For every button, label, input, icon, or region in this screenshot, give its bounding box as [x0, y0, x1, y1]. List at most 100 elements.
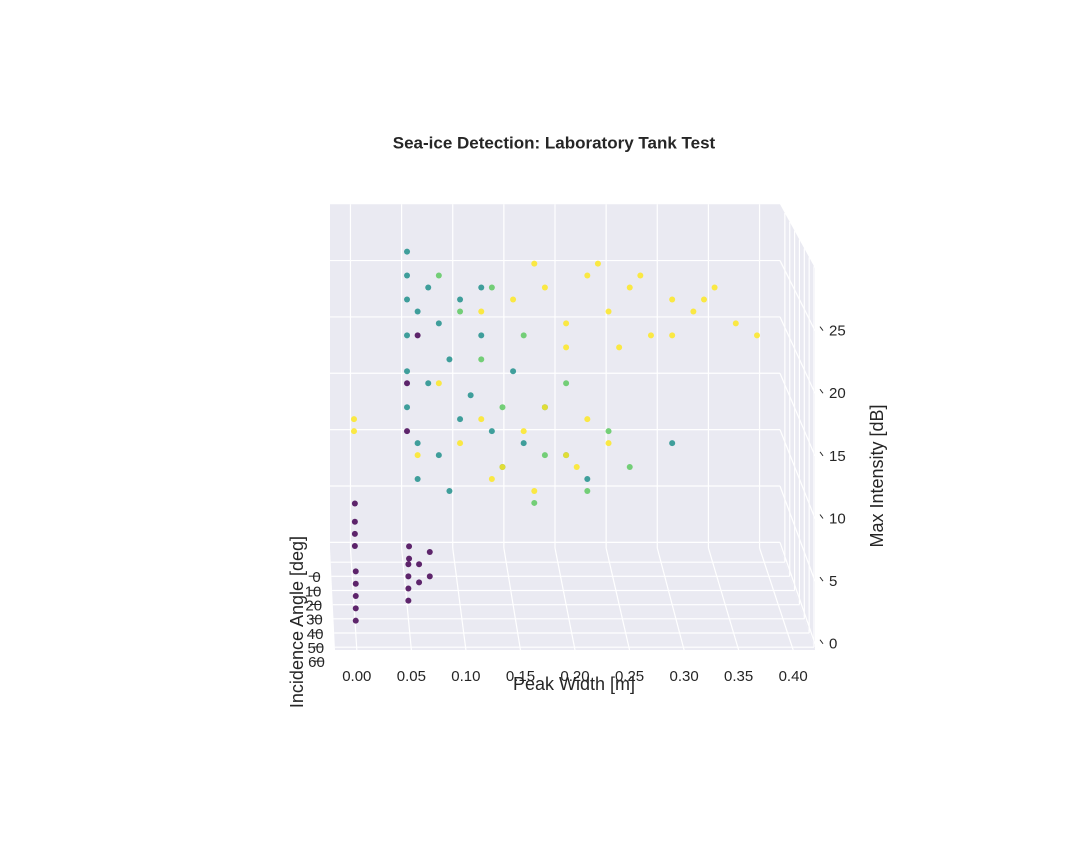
x-tick-label: 0.10: [451, 668, 480, 685]
point: [669, 332, 676, 339]
point: [467, 392, 474, 399]
point: [414, 440, 421, 447]
point: [416, 561, 423, 568]
point: [446, 487, 453, 494]
point: [404, 272, 411, 279]
y-tick-label: 50: [307, 640, 324, 657]
point: [414, 332, 421, 339]
point: [626, 284, 633, 291]
x-tick-label: 0.25: [615, 668, 644, 685]
point: [404, 428, 411, 435]
y-axis-title: Incidence Angle [deg]: [287, 536, 307, 708]
y-tick-label: 20: [305, 597, 322, 614]
point: [499, 464, 506, 471]
point: [404, 404, 411, 411]
z-tick-label: 5: [829, 573, 837, 590]
x-tick-label: 0.15: [506, 668, 535, 685]
point: [637, 272, 644, 279]
point: [478, 416, 485, 423]
x-tick-label: 0.20: [560, 668, 589, 685]
point: [414, 308, 421, 315]
point: [405, 561, 412, 568]
point: [510, 368, 517, 375]
point: [605, 308, 612, 315]
point: [404, 368, 411, 375]
point: [404, 332, 411, 339]
z-tick-mark: [819, 576, 824, 582]
y-tick-label: 60: [308, 654, 325, 671]
point: [405, 573, 412, 580]
floor: [330, 548, 815, 650]
point: [488, 428, 495, 435]
point: [594, 260, 601, 267]
point: [700, 296, 707, 303]
point: [690, 308, 697, 315]
z-grid-line: [779, 316, 816, 394]
point: [457, 416, 464, 423]
point: [351, 500, 358, 507]
point: [435, 320, 442, 327]
x-tick-label: 0.35: [724, 668, 753, 685]
point: [351, 530, 358, 537]
point: [605, 428, 612, 435]
point: [435, 380, 442, 387]
x-tick-label: 0.40: [779, 668, 808, 685]
point: [457, 308, 464, 315]
z-tick-mark: [819, 451, 824, 457]
z-tick-mark: [819, 639, 824, 645]
point: [531, 487, 538, 494]
y-tick-label: 30: [306, 612, 323, 629]
point: [520, 332, 527, 339]
z-axis-title: Max Intensity [dB]: [867, 404, 887, 547]
x-tick-label: 0.30: [669, 668, 698, 685]
point: [626, 464, 633, 471]
point: [406, 555, 413, 562]
point: [669, 440, 676, 447]
z-tick-label: 25: [829, 323, 846, 340]
point: [605, 440, 612, 447]
point: [404, 296, 411, 303]
point: [446, 356, 453, 363]
y-tick-label: 0: [312, 569, 320, 586]
point: [573, 464, 580, 471]
point: [563, 320, 570, 327]
z-grid-line: [779, 373, 816, 457]
point: [426, 549, 433, 556]
point: [732, 320, 739, 327]
point: [488, 476, 495, 483]
point: [350, 416, 357, 423]
point: [531, 260, 538, 267]
point: [351, 542, 358, 549]
point: [416, 579, 423, 586]
point: [352, 568, 359, 575]
point: [584, 487, 591, 494]
point: [541, 284, 548, 291]
point: [405, 585, 412, 592]
z-tick-mark: [819, 388, 824, 394]
point: [647, 332, 654, 339]
z-tick-label: 0: [829, 636, 837, 653]
point: [669, 296, 676, 303]
point: [711, 284, 718, 291]
point: [478, 332, 485, 339]
side-wall: [780, 204, 815, 650]
point: [754, 332, 761, 339]
point: [541, 404, 548, 411]
chart-title: Sea-ice Detection: Laboratory Tank Test: [393, 133, 716, 152]
point: [435, 452, 442, 459]
z-tick-label: 15: [829, 448, 846, 465]
point: [478, 284, 485, 291]
x-tick-label: 0.00: [342, 668, 371, 685]
point: [488, 284, 495, 291]
point: [457, 440, 464, 447]
point: [520, 440, 527, 447]
point: [425, 284, 432, 291]
z-tick-mark: [819, 326, 824, 331]
point: [616, 344, 623, 351]
point: [406, 543, 413, 550]
point: [435, 272, 442, 279]
z-grid-line: [779, 485, 816, 582]
x-axis-title: Peak Width [m]: [513, 674, 635, 694]
point: [351, 518, 358, 525]
x-tick-label: 0.05: [397, 668, 426, 685]
